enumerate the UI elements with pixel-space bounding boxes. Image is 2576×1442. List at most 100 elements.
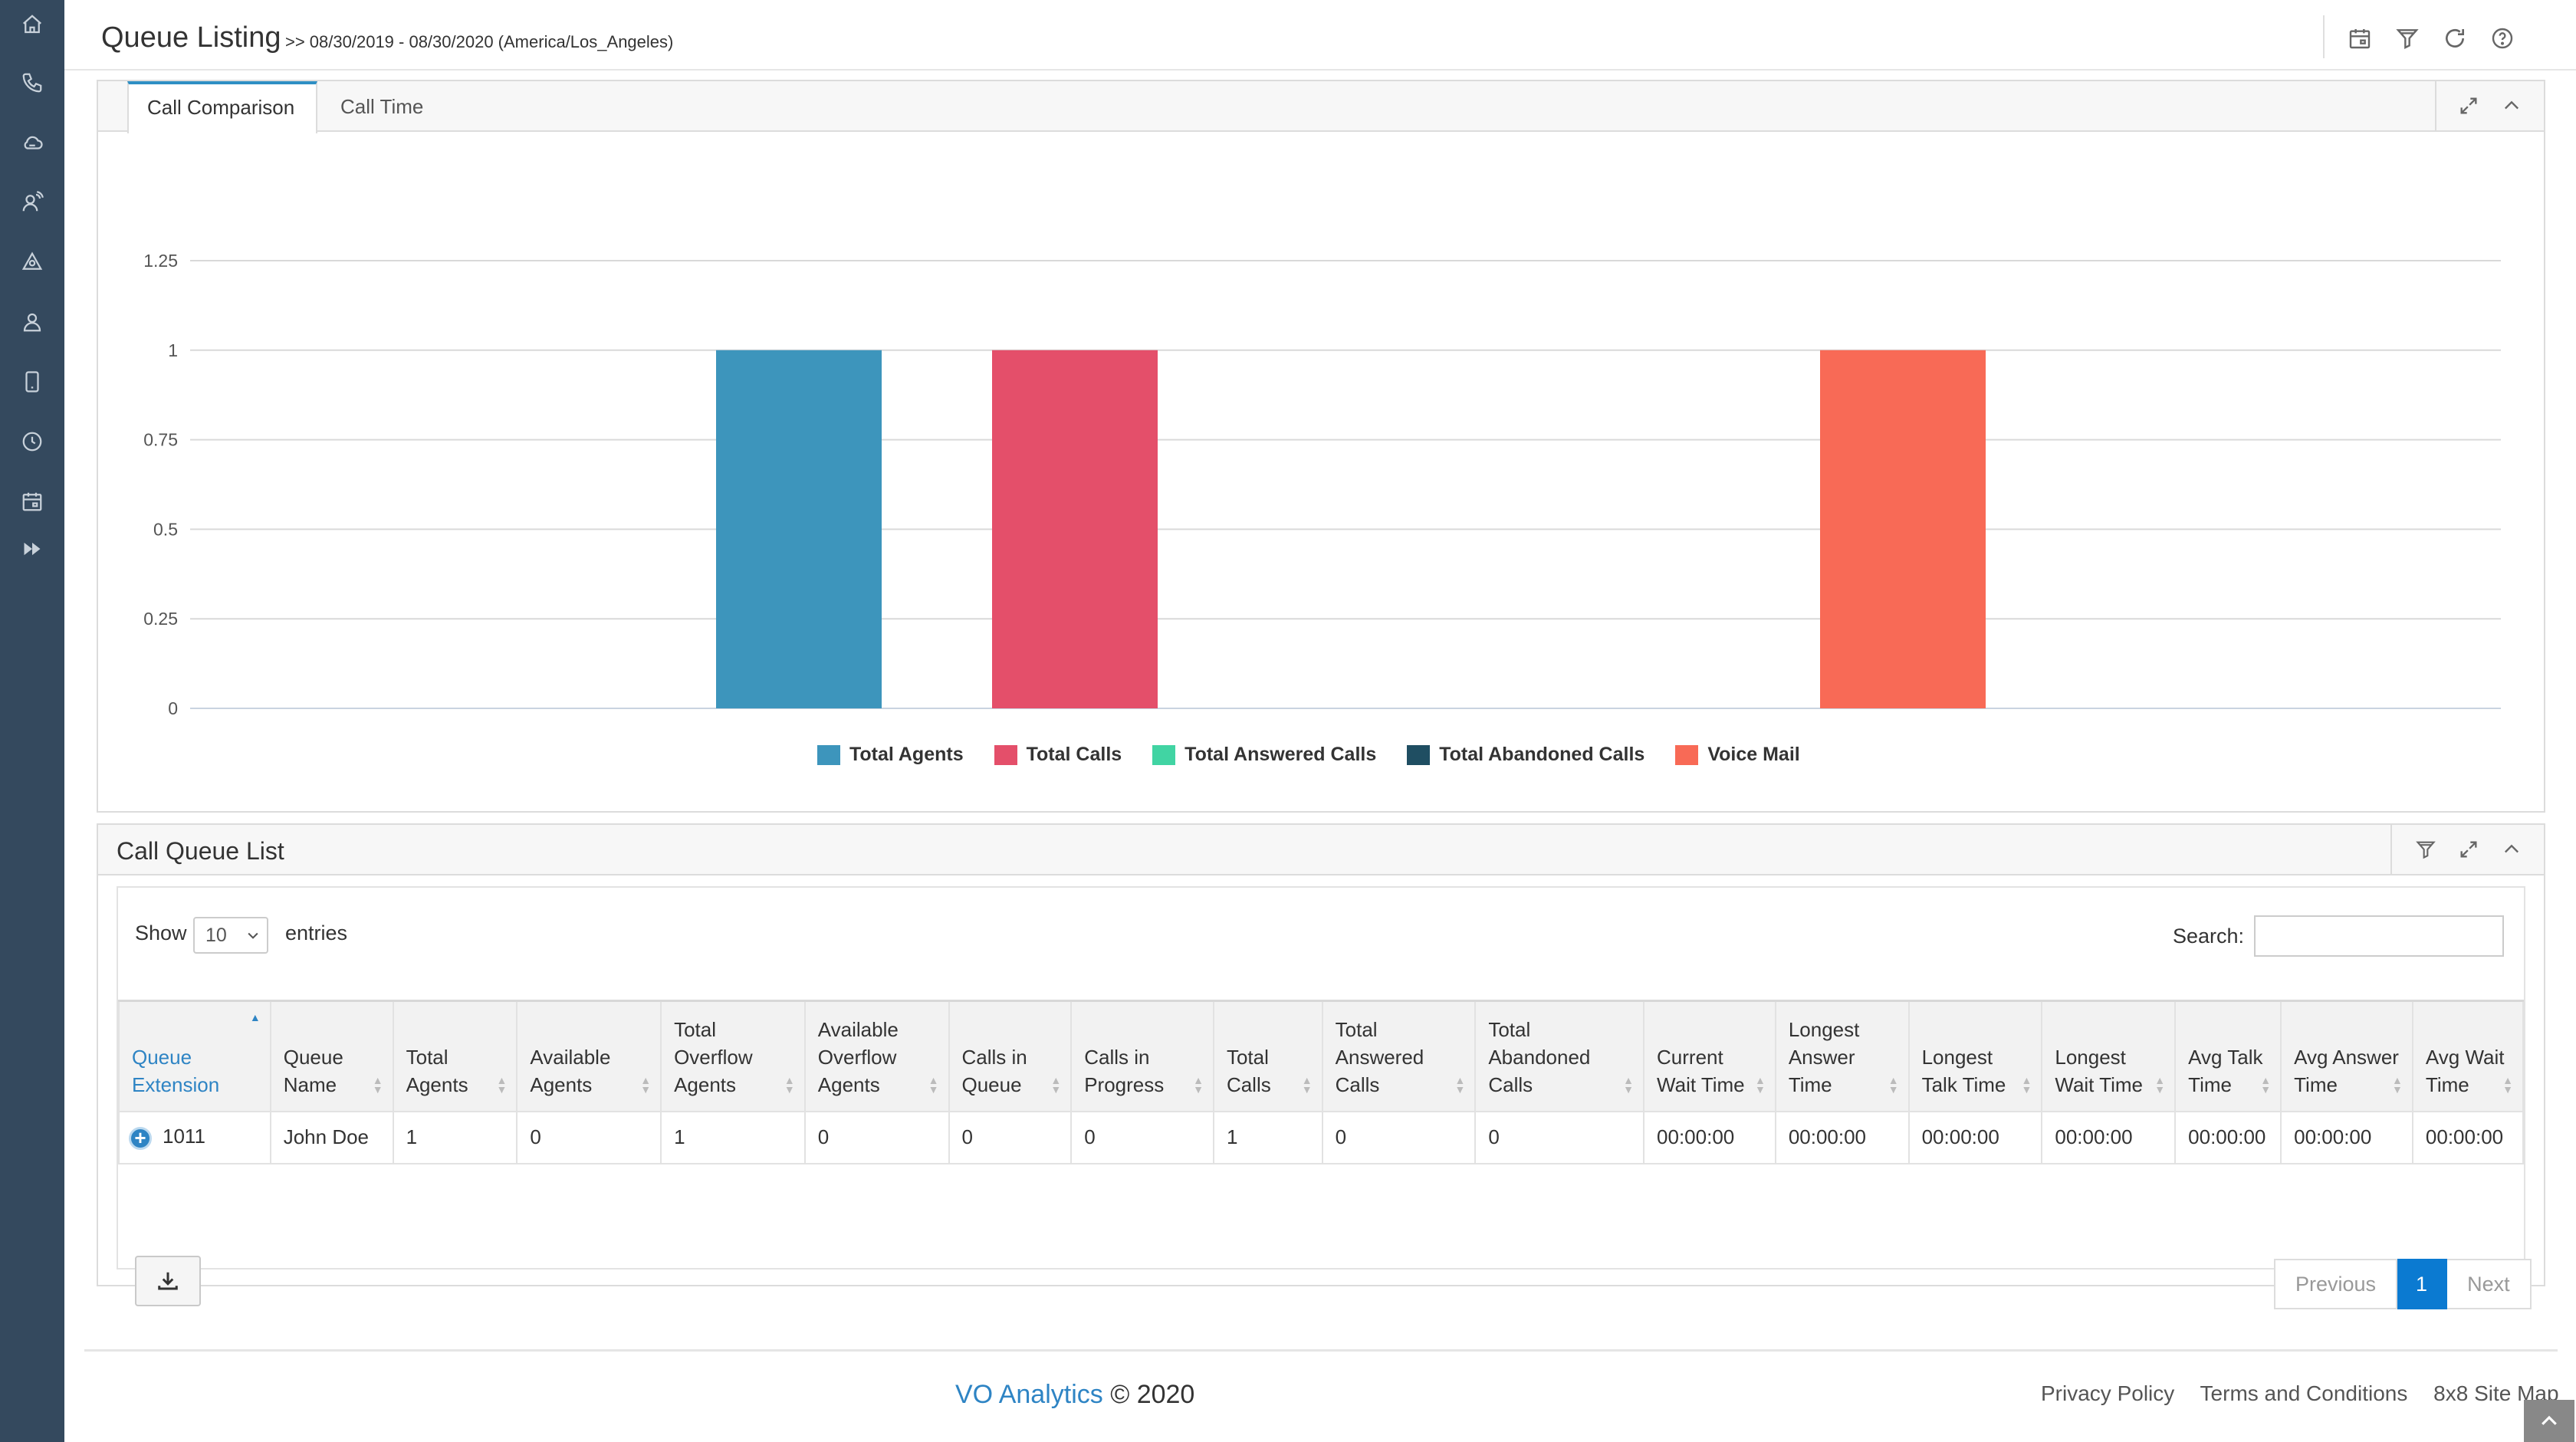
terms-link[interactable]: Terms and Conditions — [2200, 1381, 2408, 1405]
filter-button[interactable] — [2392, 23, 2423, 54]
column-header[interactable]: Longest Talk Time ▲ ▼ — [1907, 1000, 2043, 1112]
filter-icon — [2415, 839, 2436, 860]
sidebar-item-mobile[interactable] — [17, 366, 48, 397]
expand-table-button[interactable] — [2453, 834, 2484, 865]
table-cell: 00:00:00 — [1774, 1110, 1910, 1164]
tab-call-comparison[interactable]: Call Comparison — [127, 81, 317, 133]
column-header[interactable]: Calls in Queue ▲ ▼ — [948, 1000, 1073, 1112]
network-icon — [21, 251, 44, 274]
user-icon — [21, 310, 44, 333]
table-cell: 0 — [1321, 1110, 1477, 1164]
page-1-button[interactable]: 1 — [2397, 1259, 2448, 1309]
column-header[interactable]: Avg Wait Time ▲ ▼ — [2411, 1000, 2525, 1112]
column-label: Available Agents — [530, 1045, 611, 1096]
queue-panel-tools — [2390, 825, 2544, 874]
column-header[interactable]: Total Abandoned Calls ▲ ▼ — [1474, 1000, 1645, 1112]
cloud-icon — [21, 131, 44, 154]
sidebar-item-phone[interactable] — [17, 67, 48, 98]
collapse-chart-button[interactable] — [2496, 90, 2527, 121]
sidebar-item-expand[interactable] — [17, 534, 48, 564]
help-button[interactable] — [2487, 23, 2518, 54]
sort-icon: ▲ ▼ — [2154, 1073, 2166, 1095]
legend-label: Total Calls — [1026, 744, 1122, 765]
column-header[interactable]: Total Overflow Agents ▲ ▼ — [660, 1000, 806, 1112]
column-header[interactable]: Queue Name ▲ ▼ — [269, 1000, 394, 1112]
collapse-table-button[interactable] — [2496, 834, 2527, 865]
table-cell: 1 — [660, 1110, 806, 1164]
legend-label: Total Abandoned Calls — [1439, 744, 1645, 765]
table-cell: 0 — [948, 1110, 1073, 1164]
column-header[interactable]: Longest Wait Time ▲ ▼ — [2041, 1000, 2177, 1112]
sidebar-item-network[interactable] — [17, 247, 48, 278]
previous-page-button[interactable]: Previous — [2274, 1259, 2398, 1309]
calendar-icon — [21, 490, 44, 513]
column-header[interactable]: Current Wait Time ▲ ▼ — [1643, 1000, 1776, 1112]
bar-total-calls — [992, 350, 1158, 708]
expand-row-button[interactable]: + — [129, 1126, 152, 1150]
help-icon — [2490, 26, 2515, 51]
table-cell: 00:00:00 — [1643, 1110, 1776, 1164]
column-header[interactable]: Longest Answer Time ▲ ▼ — [1774, 1000, 1910, 1112]
legend-item[interactable]: Total Abandoned Calls — [1407, 744, 1644, 766]
sort-icon: ▲ ▼ — [1454, 1073, 1466, 1095]
legend-item[interactable]: Total Agents — [817, 744, 964, 766]
column-label: Total Overflow Agents — [674, 1017, 753, 1096]
chart-panel-tools — [2435, 81, 2542, 130]
scroll-top-button[interactable] — [2524, 1400, 2574, 1442]
table-cell: 1 — [1212, 1110, 1323, 1164]
calendar-button[interactable] — [2344, 23, 2375, 54]
column-header[interactable]: Total Calls ▲ ▼ — [1212, 1000, 1323, 1112]
page-title: Queue Listing — [101, 21, 281, 54]
search-input[interactable] — [2254, 915, 2504, 957]
filter-table-button[interactable] — [2410, 834, 2441, 865]
sort-icon: ▲ ▼ — [2260, 1073, 2272, 1095]
entries-value: 10 — [205, 925, 227, 946]
column-header[interactable]: Available Overflow Agents ▲ ▼ — [803, 1000, 950, 1112]
legend-item[interactable]: Total Calls — [994, 744, 1122, 766]
table-cell: 00:00:00 — [2041, 1110, 2177, 1164]
download-button[interactable] — [135, 1256, 201, 1306]
brand-link[interactable]: VO Analytics — [955, 1380, 1103, 1409]
sort-icon: ▲ ▼ — [1888, 1073, 1899, 1095]
column-header[interactable]: Avg Answer Time ▲ ▼ — [2280, 1000, 2413, 1112]
legend-item[interactable]: Voice Mail — [1675, 744, 1800, 766]
sidebar-item-clock[interactable] — [17, 426, 48, 457]
pagination: Previous 1 Next — [2274, 1259, 2532, 1309]
entries-select[interactable]: 10 — [193, 917, 268, 954]
sidebar-item-cloud[interactable] — [17, 127, 48, 158]
sidebar-item-home[interactable] — [17, 9, 48, 40]
column-label: Queue Extension — [132, 1045, 220, 1096]
column-header[interactable]: Total Agents ▲ ▼ — [392, 1000, 518, 1112]
call-queue-panel: Call Queue List Show 10 entries Search: — [97, 823, 2545, 1309]
column-header[interactable]: Queue Extension ▲ — [118, 1000, 271, 1112]
privacy-policy-link[interactable]: Privacy Policy — [2041, 1381, 2175, 1405]
sort-icon: ▲ ▼ — [2392, 1073, 2403, 1095]
column-header[interactable]: Available Agents ▲ ▼ — [516, 1000, 662, 1112]
legend-swatch — [1407, 744, 1431, 765]
refresh-icon — [2443, 26, 2467, 51]
expand-chart-button[interactable] — [2453, 90, 2484, 121]
column-label: Available Overflow Agents — [817, 1017, 899, 1096]
column-header[interactable]: Avg Talk Time ▲ ▼ — [2174, 1000, 2282, 1112]
cell-value: 1011 — [163, 1125, 205, 1148]
sort-icon: ▲ ▼ — [2502, 1073, 2513, 1095]
sidebar-item-agents[interactable] — [17, 187, 48, 218]
column-header[interactable]: Calls in Progress ▲ ▼ — [1070, 1000, 1214, 1112]
chevron-up-icon — [2538, 1410, 2561, 1433]
table-cell: 0 — [1070, 1110, 1214, 1164]
sort-icon: ▲ ▼ — [784, 1073, 795, 1095]
column-header[interactable]: Total Answered Calls ▲ ▼ — [1321, 1000, 1477, 1112]
chevron-down-icon — [245, 928, 261, 943]
sort-icon: ▲ ▼ — [1754, 1073, 1766, 1095]
mobile-icon — [21, 370, 44, 393]
bar-chart: 0 0.25 0.5 0.75 1 1.25 John Doe — [143, 251, 2501, 730]
next-page-button[interactable]: Next — [2447, 1259, 2532, 1309]
sidebar-item-user[interactable] — [17, 307, 48, 337]
column-label: Total Calls — [1226, 1045, 1271, 1096]
clock-icon — [21, 430, 44, 453]
refresh-button[interactable] — [2440, 23, 2470, 54]
legend-item[interactable]: Total Answered Calls — [1152, 744, 1376, 766]
sidebar-item-calendar[interactable] — [17, 486, 48, 517]
chart-panel-header: Call Comparison Call Time — [98, 81, 2544, 133]
tab-call-time[interactable]: Call Time — [340, 95, 424, 118]
